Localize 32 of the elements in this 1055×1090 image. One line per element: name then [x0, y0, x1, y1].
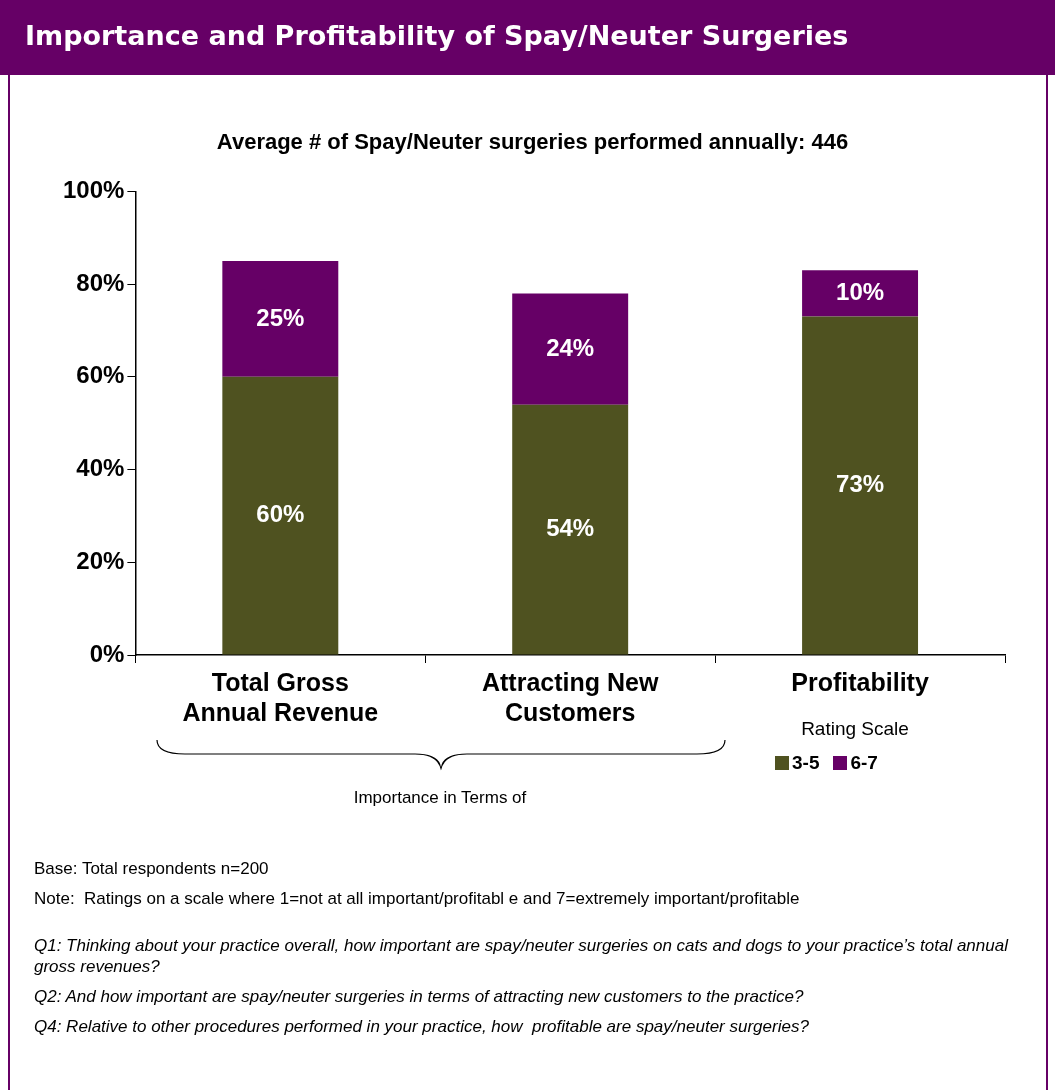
- data-label: 60%: [256, 500, 305, 528]
- text: Note: Ratings on a scale where 1=not at all important/profitabl e and 7=extremely important/profitable: [34, 888, 801, 909]
- bar: [802, 316, 919, 655]
- text: Q2: And how important are spay/neuter surgeries in terms of attracting new customers to the practice?: [34, 986, 805, 1007]
- x-tick-label: Attracting New Customers: [481, 667, 659, 726]
- data-label: 73%: [836, 470, 885, 498]
- x-tick-label: Profitability: [791, 667, 929, 696]
- chart-title: Importance and Profitability of Spay/Neuter Surgeries: [0, 0, 1055, 75]
- text: Importance in Terms of: [352, 788, 528, 808]
- y-tick-label: 100%: [62, 176, 125, 204]
- text: Q4: Relative to other procedures performed in your practice, how profitable are spay/neuter surgeries?: [34, 1016, 810, 1037]
- data-label: 54%: [546, 514, 595, 542]
- bar: [222, 376, 339, 655]
- bar: [512, 404, 629, 655]
- bar: [222, 260, 339, 377]
- chart-subtitle: Average # of Spay/Neuter surgeries performed annually: 446: [216, 129, 849, 155]
- text: Q1: Thinking about your practice overall, how important are spay/neuter surgeries on cats and dogs to your practice’s total annual gross revenues?: [34, 935, 1010, 977]
- bar: [802, 270, 919, 317]
- legend-title: Rating Scale: [800, 718, 910, 740]
- x-tick-label: Total Gross Annual Revenue: [182, 667, 379, 726]
- data-label: 24%: [546, 333, 595, 361]
- legend-label: 6-7: [849, 752, 878, 774]
- bar: [512, 293, 629, 405]
- legend-label: 3-5: [791, 752, 820, 774]
- y-tick-label: 0%: [89, 639, 125, 667]
- text: Base: Total respondents n=200: [34, 858, 270, 879]
- y-tick-label: 40%: [76, 454, 125, 482]
- y-tick-label: 60%: [76, 361, 125, 389]
- y-tick-label: 80%: [76, 268, 125, 296]
- y-tick-label: 20%: [76, 546, 125, 574]
- data-label: 25%: [256, 303, 305, 331]
- data-label: 10%: [836, 278, 885, 306]
